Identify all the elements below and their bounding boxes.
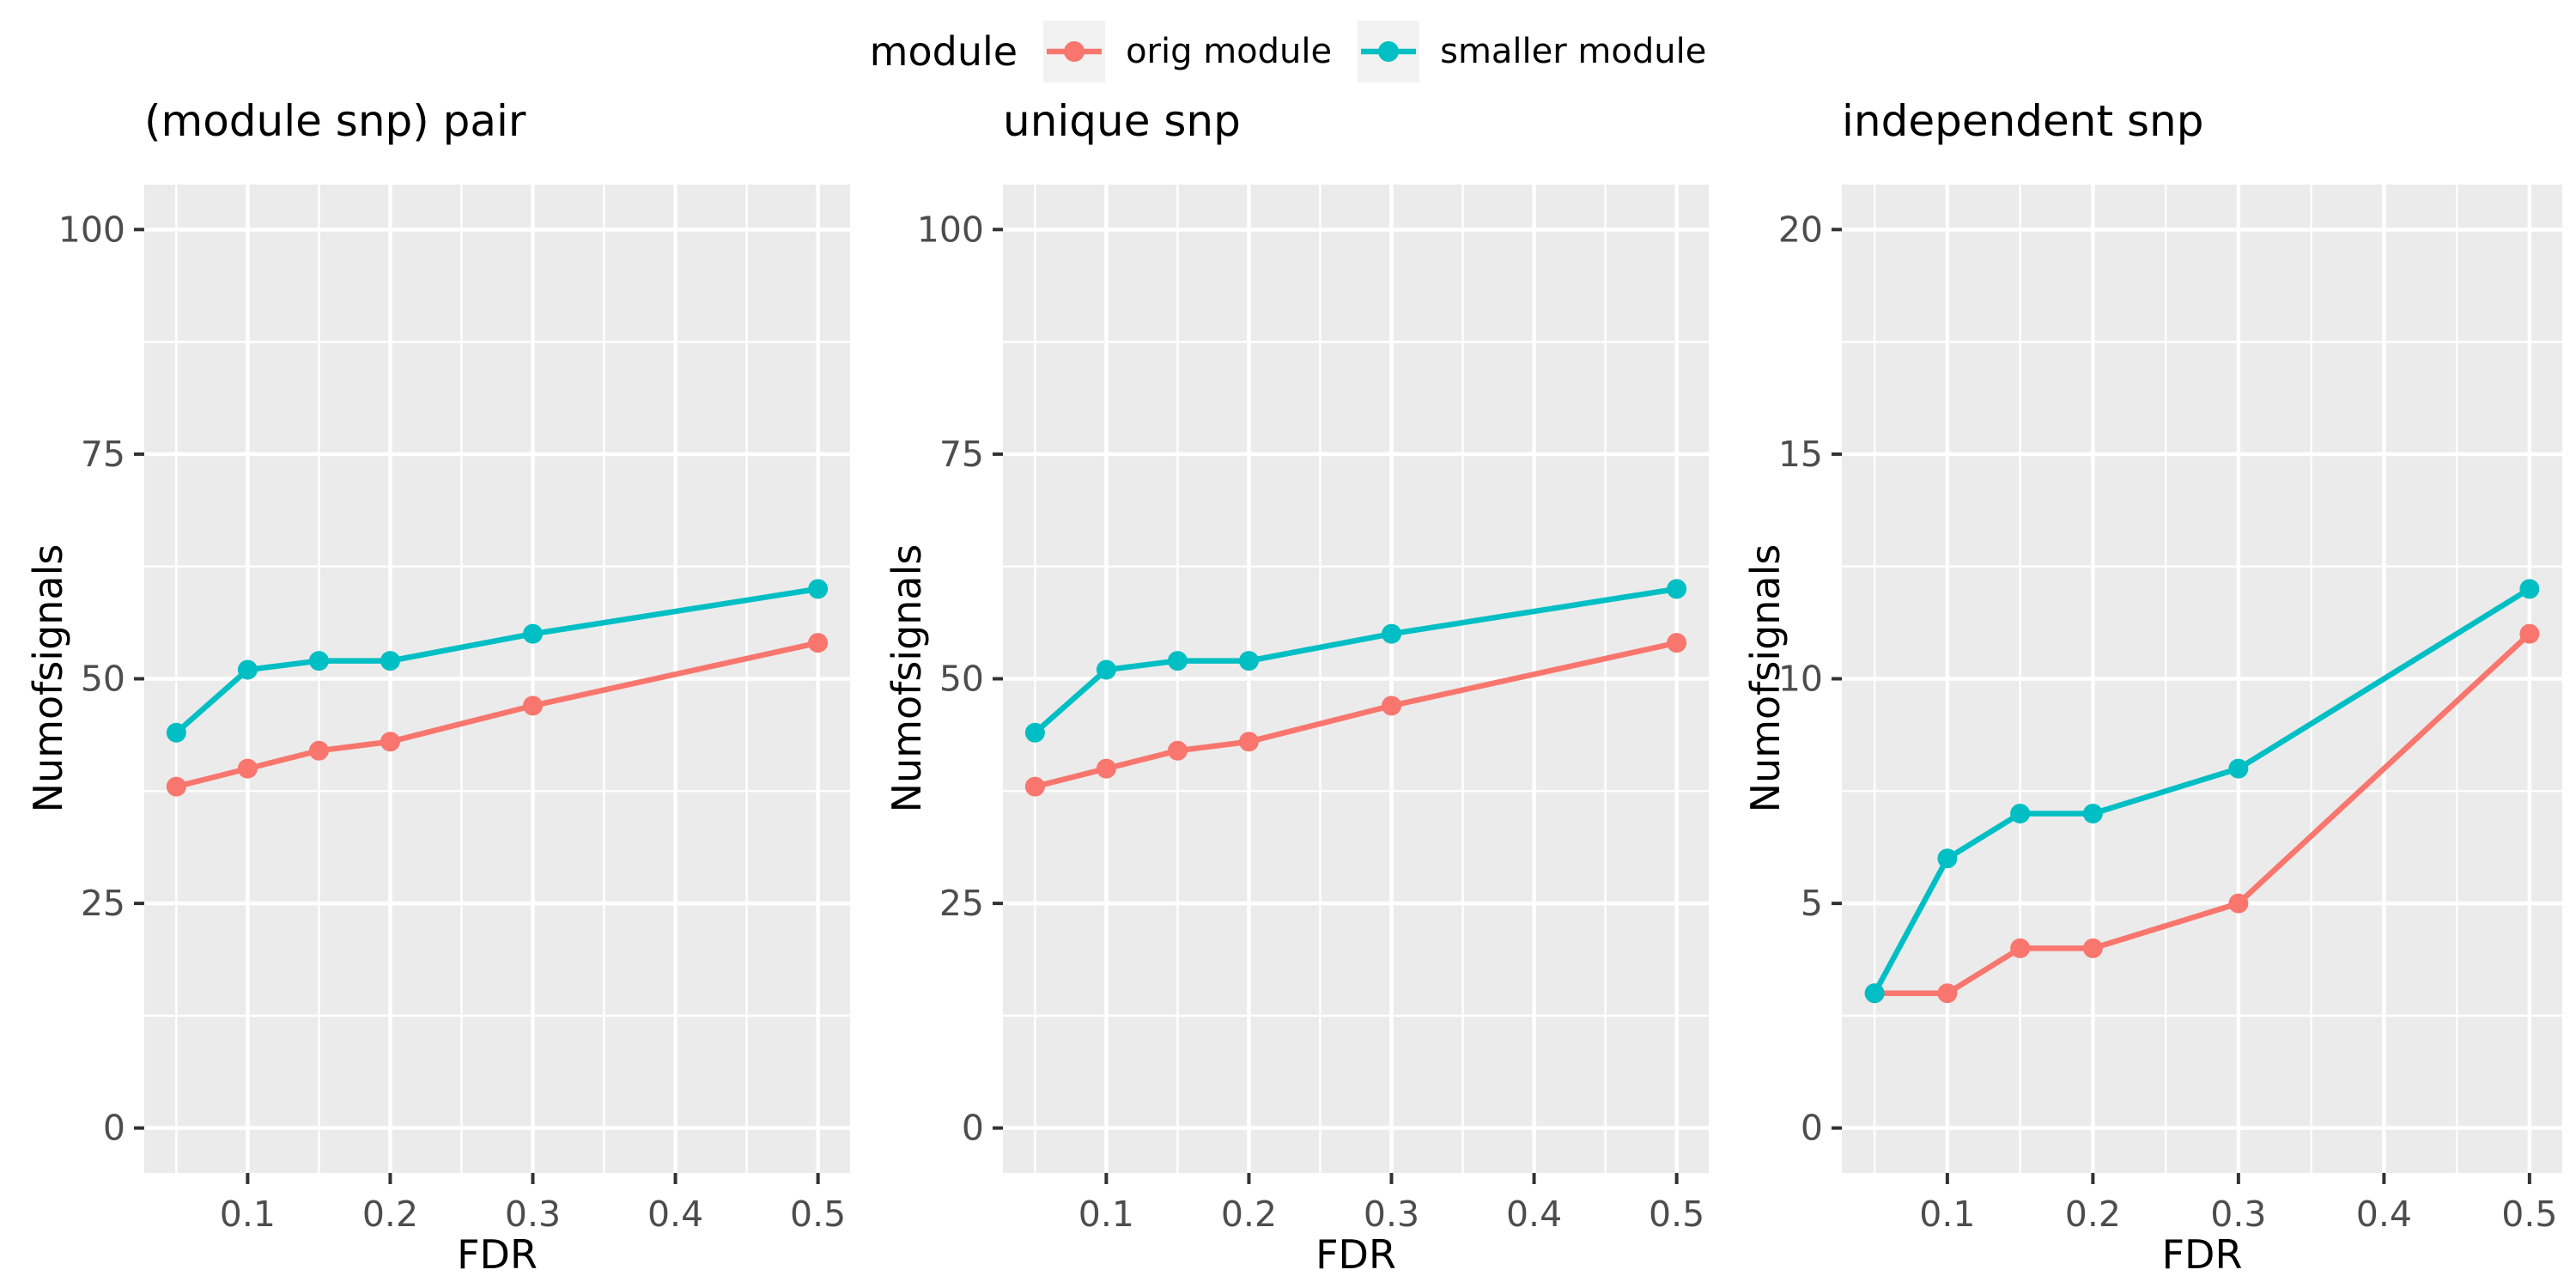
facet-title: unique snp [1003,96,1241,146]
svg-text:100: 100 [58,209,125,250]
x-axis-title: FDR [1315,1231,1396,1278]
svg-text:0.3: 0.3 [505,1194,561,1235]
svg-text:0.2: 0.2 [1221,1194,1277,1235]
legend-key-smaller-module: smaller module [1358,21,1706,82]
facet-title: independent snp [1842,96,2204,146]
y-axis-title: Numofsignals [1742,544,1789,813]
svg-text:0.2: 0.2 [362,1194,418,1235]
svg-text:0.5: 0.5 [2501,1194,2557,1235]
y-axis-title: Numofsignals [25,544,71,813]
facet-module-snp-pair: (module snp) pair 0.1 0.2 0.3 0.4 0.5 0 25 50 75… [0,0,859,1288]
svg-text:0.1: 0.1 [220,1194,276,1235]
svg-text:10: 10 [1778,659,1823,700]
svg-text:0.5: 0.5 [1649,1194,1704,1235]
svg-text:25: 25 [81,883,125,924]
svg-text:0.1: 0.1 [1078,1194,1134,1235]
svg-text:20: 20 [1778,209,1823,250]
svg-text:75: 75 [939,434,984,475]
svg-text:0.2: 0.2 [2065,1194,2121,1235]
svg-text:0.1: 0.1 [1919,1194,1975,1235]
svg-text:0.5: 0.5 [790,1194,846,1235]
y-axis-title: Numofsignals [884,544,930,813]
legend-label: orig module [1126,32,1333,71]
svg-text:100: 100 [917,209,984,250]
svg-text:50: 50 [939,659,984,700]
svg-text:0.4: 0.4 [2356,1194,2412,1235]
legend-key-swatch [1043,21,1106,82]
line-point-icon [1361,41,1417,62]
facet-title: (module snp) pair [144,96,526,146]
legend-key-orig-module: orig module [1043,21,1332,82]
x-axis-title: FDR [2161,1231,2243,1278]
panel-svg: 0.1 0.2 0.3 0.4 0.5 0 25 50 75 100 [917,185,1709,1235]
facet-unique-snp: unique snp 0.1 0.2 0.3 0.4 0.5 0 25 50 75 100 FDR… [859,0,1717,1288]
svg-text:0.4: 0.4 [1506,1194,1562,1235]
svg-text:0.4: 0.4 [647,1194,703,1235]
facet-independent-snp: independent snp 0.1 0.2 0.3 0.4 0.5 0 5 10 15 20 … [1717,0,2576,1288]
svg-text:25: 25 [939,883,984,924]
panel-svg: 0.1 0.2 0.3 0.4 0.5 0 5 10 15 20 [1778,185,2562,1235]
svg-text:5: 5 [1801,883,1823,924]
svg-text:0.3: 0.3 [2210,1194,2266,1235]
svg-text:50: 50 [81,659,125,700]
svg-text:0: 0 [962,1108,984,1149]
svg-text:0: 0 [103,1108,125,1149]
legend-key-swatch [1358,21,1420,82]
svg-text:0.3: 0.3 [1364,1194,1419,1235]
svg-text:75: 75 [81,434,125,475]
legend-label: smaller module [1440,32,1707,71]
line-point-icon [1047,41,1103,62]
svg-text:15: 15 [1778,434,1823,475]
legend-title: module [869,28,1018,75]
x-axis-title: FDR [457,1231,538,1278]
svg-text:0: 0 [1801,1108,1823,1149]
panel-svg: 0.1 0.2 0.3 0.4 0.5 0 25 50 75 100 [58,185,850,1235]
legend: module orig module smaller module [0,12,2576,91]
